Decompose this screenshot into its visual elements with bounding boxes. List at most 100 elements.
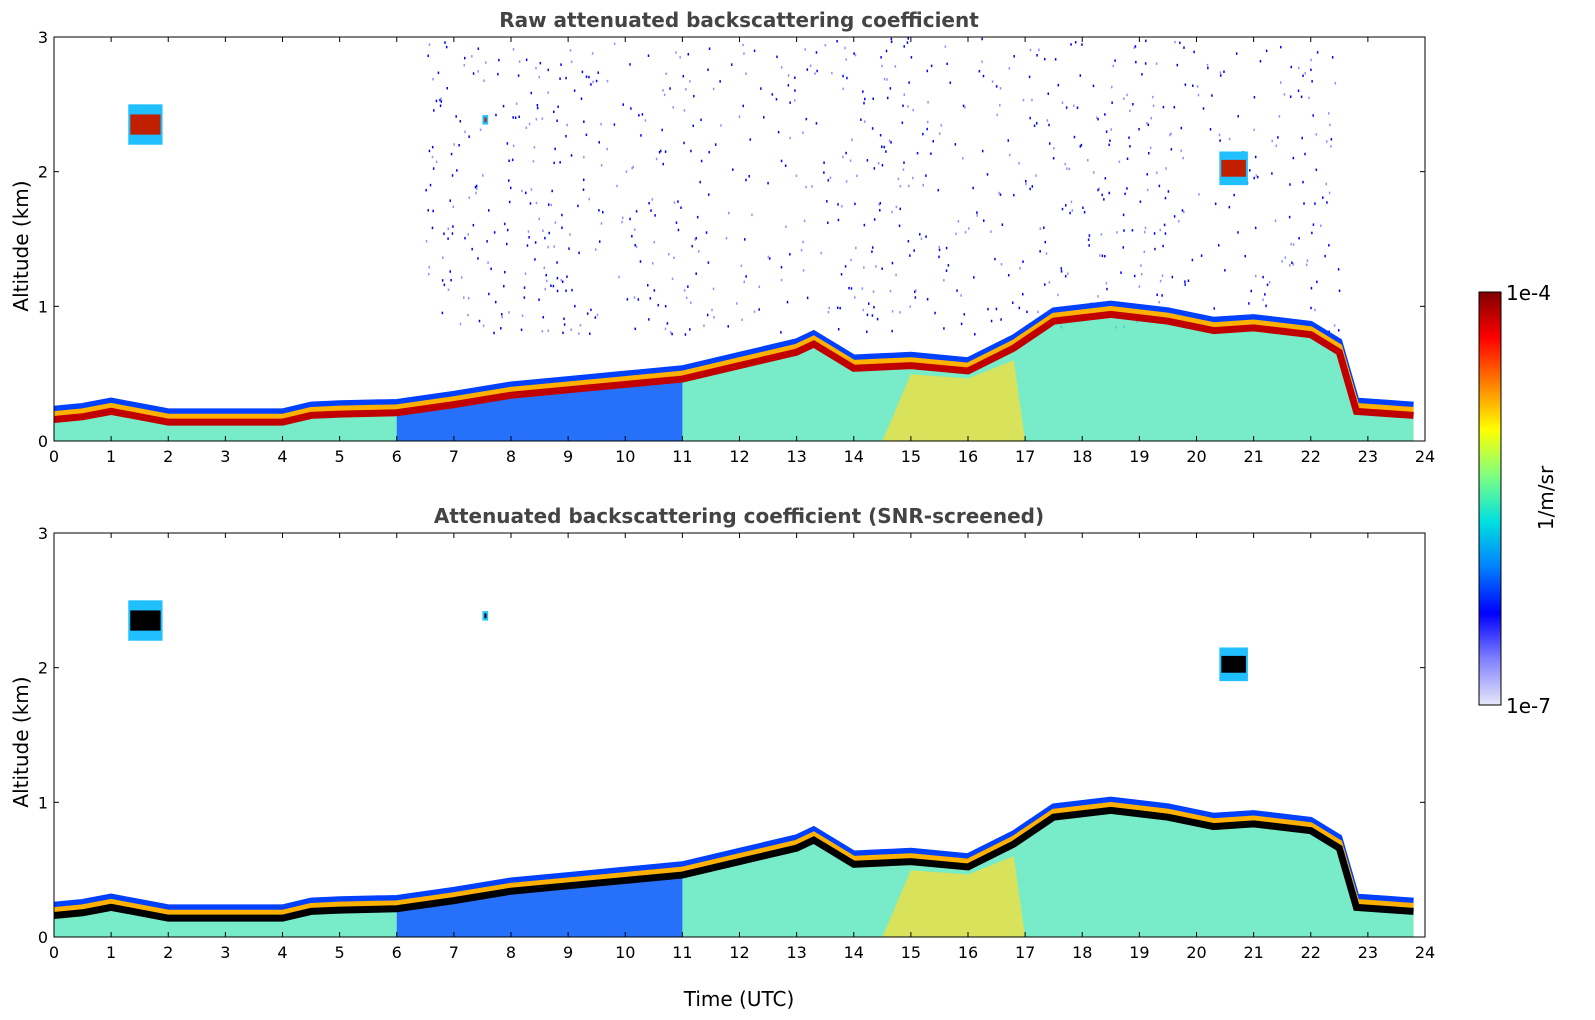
noise-speckle [509,186,512,190]
noise-speckle [548,231,550,235]
noise-speckle [880,56,882,59]
noise-speckle [1106,287,1108,291]
screened-heatmap-area [53,533,1425,937]
noise-speckle [789,136,791,140]
noise-speckle [528,236,530,239]
noise-speckle [700,118,702,122]
noise-speckle [1064,204,1067,207]
x-tick-label: 1 [106,943,116,962]
noise-speckle [1033,124,1036,128]
noise-speckle [1324,254,1326,258]
noise-speckle [630,107,632,110]
noise-speckle [606,147,608,151]
noise-speckle [691,244,693,248]
noise-speckle [672,106,674,109]
noise-speckle [963,313,966,316]
noise-speckle [451,232,454,235]
noise-speckle [753,49,756,53]
noise-speckle [634,327,637,331]
noise-speckle [577,204,579,208]
noise-speckle [1105,130,1108,133]
noise-speckle [573,89,576,92]
noise-speckle [521,189,523,193]
noise-speckle [671,332,673,336]
noise-speckle [875,265,877,268]
noise-speckle [743,280,746,284]
noise-speckle [431,226,434,230]
noise-speckle [1073,135,1076,139]
noise-speckle [565,134,567,138]
noise-speckle [878,203,880,206]
x-tick-label: 19 [1129,943,1149,962]
noise-speckle [805,117,808,121]
noise-speckle [565,289,567,292]
noise-speckle [1280,45,1282,49]
noise-speckle [467,233,469,236]
noise-speckle [590,308,592,312]
noise-speckle [687,52,690,56]
noise-speckle [1120,271,1122,274]
noise-speckle [468,196,471,199]
noise-speckle [1070,200,1073,204]
noise-speckle [1088,234,1091,237]
noise-speckle [895,273,897,277]
noise-speckle [719,80,721,83]
noise-speckle [927,101,929,104]
x-tick-label: 7 [449,943,459,962]
noise-speckle [1159,228,1161,232]
noise-speckle [680,206,682,209]
noise-speckle [1048,142,1051,145]
noise-speckle [524,272,527,275]
noise-speckle [1274,219,1277,222]
noise-speckle [845,151,847,155]
noise-speckle [653,240,656,244]
noise-speckle [1292,263,1295,266]
noise-speckle [939,132,941,135]
noise-speckle [1198,193,1200,196]
noise-speckle [1146,173,1149,176]
noise-speckle [1310,58,1312,62]
noise-speckle [553,245,555,248]
noise-speckle [712,87,715,91]
noise-speckle [632,165,634,169]
noise-speckle [606,79,609,83]
noise-speckle [881,267,883,270]
noise-speckle [432,167,435,170]
noise-speckle [631,234,633,238]
noise-speckle [886,78,888,81]
noise-speckle [692,124,694,128]
noise-speckle [836,39,838,43]
noise-speckle [1029,116,1031,120]
noise-speckle [890,141,892,144]
noise-speckle [789,101,791,104]
noise-speckle [1302,180,1304,184]
noise-speckle [1001,223,1004,226]
noise-speckle [1133,46,1136,49]
noise-speckle [1183,210,1185,214]
noise-speckle [561,226,563,230]
noise-speckle [583,120,585,123]
noise-speckle [898,224,901,228]
noise-speckle [1306,259,1309,262]
noise-speckle [452,205,455,209]
noise-speckle [846,76,848,80]
noise-speckle [1217,244,1220,247]
noise-speckle [940,124,943,127]
noise-speckle [824,43,827,47]
noise-speckle [1304,152,1306,156]
x-tick-label: 24 [1415,447,1435,466]
noise-speckle [930,152,932,155]
noise-speckle [1304,72,1306,75]
noise-speckle [506,228,509,232]
noise-speckle [1325,182,1327,186]
noise-speckle [738,115,741,118]
noise-speckle [829,176,832,180]
noise-speckle [789,253,791,256]
noise-speckle [468,135,470,138]
cloud-layer-core [1221,159,1246,177]
colorbar-gradient [1478,291,1502,706]
noise-speckle [689,301,692,304]
noise-speckle [899,311,901,314]
noise-speckle [441,311,444,315]
